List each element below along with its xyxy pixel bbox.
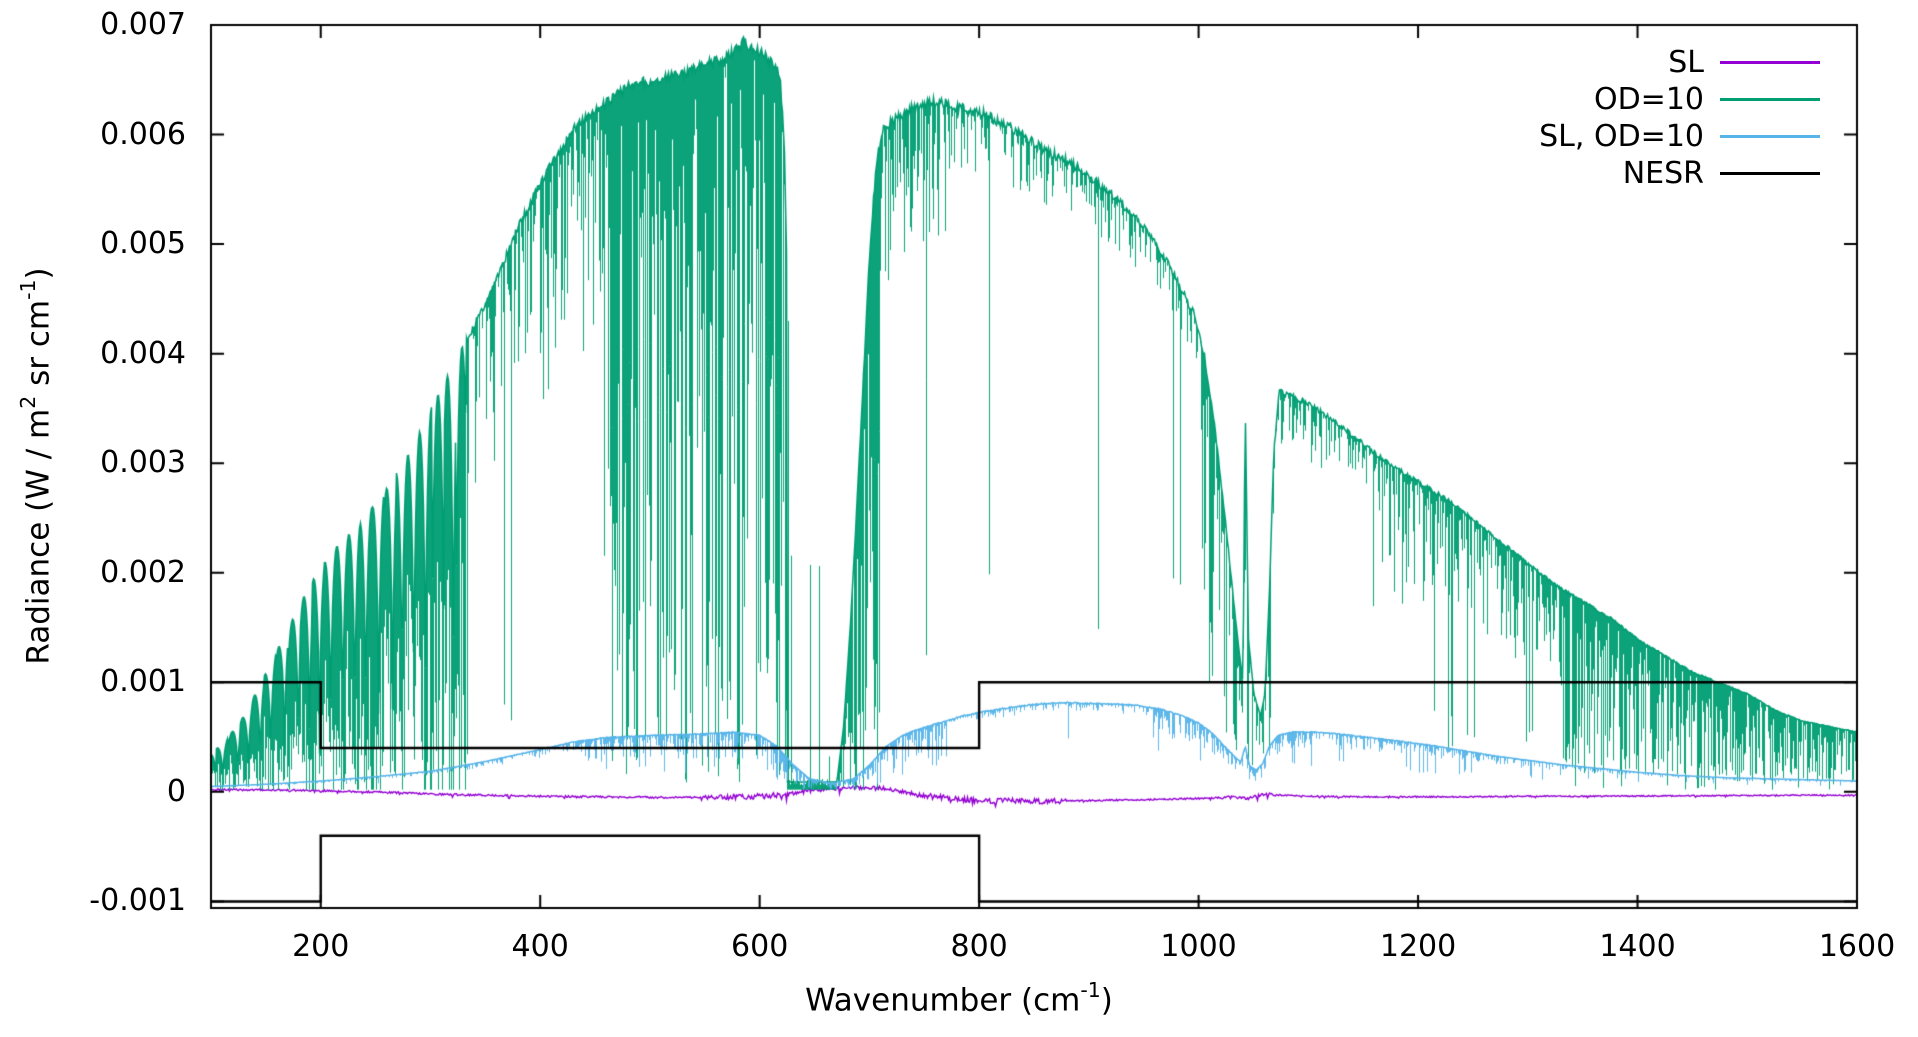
- legend-label: OD=10: [1593, 82, 1704, 117]
- y-tick-label: 0.002: [100, 554, 186, 590]
- x-axis-title-end: ): [1100, 982, 1113, 1019]
- y-tick-label: 0.003: [100, 445, 186, 481]
- y-axis-title-end: ): [20, 267, 57, 280]
- legend-entry: SL: [1300, 44, 1820, 81]
- legend-entry: OD=10: [1300, 81, 1820, 118]
- x-tick-label: 200: [292, 929, 350, 964]
- y-tick-label: 0.001: [100, 664, 186, 700]
- legend-label: SL: [1668, 45, 1704, 80]
- x-tick-label: 1200: [1379, 929, 1457, 964]
- y-axis-title-sup-minus1: -1: [15, 279, 40, 300]
- y-tick-label: 0.005: [100, 226, 186, 262]
- y-tick-label: 0: [166, 773, 186, 809]
- x-tick-label: 1000: [1160, 929, 1237, 964]
- legend-line-sample: [1720, 98, 1820, 101]
- legend-line-sample: [1720, 61, 1820, 64]
- x-tick-label: 400: [511, 929, 569, 964]
- y-tick-label: -0.001: [89, 883, 186, 919]
- y-tick-label: 0.007: [100, 7, 186, 42]
- legend-label: SL, OD=10: [1539, 119, 1704, 154]
- x-tick-label: 600: [731, 929, 789, 964]
- legend-line-sample: [1720, 172, 1820, 175]
- legend-entry: NESR: [1300, 155, 1820, 192]
- x-tick-label: 800: [950, 929, 1008, 964]
- x-tick-label: 1600: [1818, 929, 1896, 964]
- y-tick-label: 0.006: [100, 116, 186, 152]
- x-tick-label: 1400: [1599, 929, 1676, 964]
- y-axis-title-sup-2: 2: [15, 395, 40, 409]
- x-axis-title: Wavenumber (cm-1): [0, 977, 1918, 1019]
- legend-line-sample: [1720, 135, 1820, 138]
- x-axis-title-text: Wavenumber (cm: [805, 982, 1081, 1019]
- y-tick-label: 0.004: [100, 335, 186, 371]
- x-axis-title-sup-minus1: -1: [1080, 977, 1101, 1002]
- legend-entry: SL, OD=10: [1300, 118, 1820, 155]
- legend-label: NESR: [1622, 156, 1704, 191]
